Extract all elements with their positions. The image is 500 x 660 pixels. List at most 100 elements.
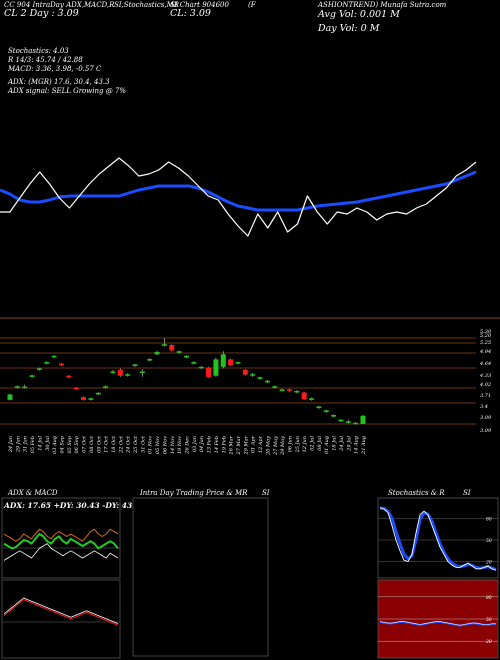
intraday-title-suffix: SI	[262, 489, 270, 497]
candle-body-11	[88, 398, 94, 400]
candle-body-12	[95, 392, 101, 395]
price-tick-label-7: 3.71	[480, 393, 491, 399]
adx-line-orange	[3, 528, 119, 542]
date-label-41: 02 Jul	[310, 436, 316, 451]
price-tick-label-8: 3.4	[480, 404, 488, 410]
macd-line-red	[3, 599, 119, 626]
macd-line-white	[3, 597, 119, 624]
price-tick-label-9: 3.09	[480, 415, 492, 421]
date-label-4: 14 Jul	[37, 436, 43, 451]
date-label-39: 25 Jun	[295, 436, 301, 453]
candle-body-6	[51, 355, 57, 358]
candle-body-22	[169, 345, 175, 351]
adx-signal-readout: ADX signal: SELL Growing @ 7%	[8, 87, 127, 95]
date-label-27: 13 Feb	[207, 436, 213, 453]
date-label-1: 29 Jan	[15, 436, 21, 453]
date-label-21: 06 Nov	[162, 436, 168, 454]
date-label-22: 14 Nov	[170, 436, 176, 454]
candle-body-18	[139, 371, 145, 374]
date-label-19: 01 Nov	[148, 436, 154, 454]
date-label-14: 18 Oct	[111, 435, 117, 453]
date-label-42: 08 Jul	[317, 436, 323, 451]
macd-panel	[1, 579, 121, 659]
candle-body-47	[353, 422, 359, 425]
date-label-36: 27 May	[273, 436, 279, 456]
price-tick-label-5: 4.33	[479, 373, 491, 379]
stoch-line-blue	[380, 506, 497, 571]
intraday-panel	[132, 497, 269, 657]
price-tick-label-6: 4.02	[479, 382, 491, 388]
date-label-0: 24 Jan	[8, 436, 14, 453]
candle-body-20	[154, 352, 160, 355]
date-label-23: 19 Nov	[177, 436, 183, 454]
candle-body-23	[176, 351, 182, 353]
candle-body-24	[184, 355, 189, 358]
price-tick-label-10: 3.09	[480, 428, 492, 434]
stoch-title: Stochastics & R	[388, 489, 445, 497]
date-label-26: 04 Jan	[199, 436, 205, 452]
date-label-28: 14 Feb	[214, 436, 220, 453]
candle-body-9	[73, 387, 79, 390]
adx-label: ADX: 17.65 +DY: 30.43 -DY: 43.48	[3, 501, 146, 510]
candle-body-30	[228, 359, 234, 366]
day-vol: Day Vol: 0 M	[318, 23, 380, 34]
date-label-47: 14 Aug	[354, 436, 360, 454]
avg-vol: Avg Vol: 0.001 M	[318, 9, 400, 20]
candle-body-32	[242, 369, 248, 375]
date-label-20: 05 Nov	[155, 436, 161, 454]
candle-body-34	[257, 377, 263, 379]
price-tick-label-3: 4.94	[479, 349, 491, 355]
candle-body-44	[331, 415, 337, 417]
candle-body-29	[220, 354, 226, 367]
candle-body-7	[58, 363, 64, 366]
candle-body-46	[345, 421, 351, 423]
candle-body-8	[66, 375, 72, 378]
date-label-2: 31 Jan	[23, 436, 29, 452]
r-readout: R 14/3: 45.74 / 42.88	[8, 56, 83, 64]
header-mid: SI,Stochastics,MR	[114, 1, 180, 9]
date-label-9: 06 Sep	[74, 435, 80, 453]
candle-body-21	[161, 344, 167, 346]
candle-body-37	[279, 389, 285, 391]
candle-body-33	[250, 374, 256, 376]
candle-body-36	[272, 386, 278, 388]
stoch-title-suffix: SI	[463, 489, 471, 497]
macd-readout: MACD: 3.36, 3.98, -0.57 C	[8, 65, 102, 73]
date-label-18: 31 Oct	[140, 435, 146, 453]
date-label-44: 18 Jul	[332, 436, 338, 451]
rsi-tick-1: 50	[486, 617, 492, 623]
candle-body-42	[316, 406, 322, 409]
stoch-line-white	[379, 507, 497, 571]
date-label-25: 03 Jan	[192, 436, 198, 452]
date-label-40: 12 Jun	[302, 436, 308, 452]
candle-body-17	[132, 364, 138, 367]
date-label-43: 01 Aug	[324, 436, 330, 454]
date-label-24: 26 Dec	[185, 436, 191, 455]
adx-line-green	[3, 533, 119, 550]
header-mid3: (F	[248, 1, 256, 9]
date-label-5: 30 Jul	[45, 436, 51, 451]
date-label-34: 12 Apr	[258, 435, 264, 453]
date-label-8: 05 Sep	[67, 435, 73, 453]
candle-body-48	[360, 415, 366, 424]
candle-body-14	[110, 371, 116, 374]
candle-body-27	[206, 367, 212, 377]
candle-body-43	[323, 410, 329, 412]
date-label-7: 04 Sep	[59, 435, 65, 453]
date-label-31: 27 Mar	[236, 435, 242, 455]
date-label-33: 01 Apr	[251, 435, 257, 453]
date-label-30: 26 Mar	[229, 435, 235, 455]
day-change: CL 2 Day : 3.09	[4, 8, 79, 19]
header-mid2: SI Chart 904600	[170, 1, 229, 9]
close-label: CL: 3.09	[170, 8, 211, 19]
candle-body-19	[147, 359, 153, 361]
adx-macd-title: ADX & MACD	[8, 489, 58, 497]
header-left: CC 904 IntraDay ADX,MACD,R	[4, 1, 115, 9]
candle-body-38	[286, 389, 292, 391]
candle-body-5	[44, 362, 50, 364]
candle-body-16	[125, 374, 131, 376]
candle-body-31	[235, 362, 241, 364]
date-label-16: 24 Oct	[126, 435, 132, 454]
date-label-35: 20 May	[265, 436, 271, 456]
date-label-10: 07 Oct	[82, 435, 88, 453]
